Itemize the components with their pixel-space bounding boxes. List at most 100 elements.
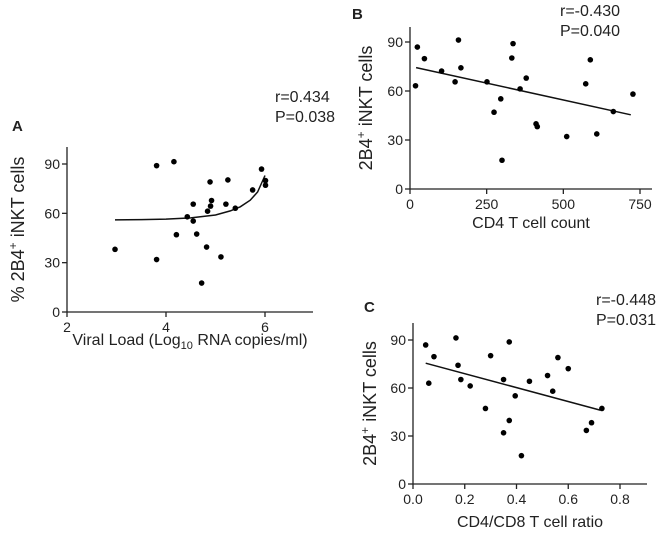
x-tick-label: 0.2	[455, 491, 475, 507]
y-axis-label-tail: iNKT cells	[356, 46, 376, 132]
data-point	[506, 417, 513, 424]
data-point	[204, 208, 211, 214]
data-point	[223, 201, 229, 207]
data-point	[458, 376, 464, 383]
r-value: r=-0.448	[596, 292, 656, 309]
data-point	[458, 65, 464, 71]
x-tick-label: 0.4	[507, 491, 527, 507]
y-tick-label: 90	[387, 34, 403, 50]
data-point	[534, 123, 541, 130]
fit-line	[415, 66, 631, 116]
data-point	[412, 82, 419, 89]
y-tick-label: 90	[390, 332, 406, 348]
data-point	[510, 40, 516, 47]
data-point	[587, 57, 594, 63]
data-point	[518, 452, 525, 459]
x-tick-label: 250	[475, 196, 499, 212]
y-axis-label-superscript: +	[354, 131, 368, 138]
data-point	[262, 177, 269, 184]
data-point	[549, 388, 556, 395]
x-axis-label: CD4/CD8 T cell ratio	[457, 514, 603, 531]
fit-line	[425, 362, 601, 411]
data-point	[422, 342, 429, 348]
data-point	[232, 205, 239, 212]
y-axis-label-superscript: +	[6, 242, 20, 249]
data-point	[173, 231, 180, 238]
data-point	[526, 378, 533, 385]
data-point	[523, 75, 530, 81]
x-tick-label: 4	[162, 319, 170, 335]
data-point	[193, 231, 200, 237]
data-point	[517, 86, 523, 92]
y-tick-label: 90	[44, 156, 60, 172]
y-axis-label: 2B4+ iNKT cells	[354, 46, 376, 171]
y-axis-label-tail: iNKT cells	[360, 341, 380, 427]
data-point	[555, 354, 561, 361]
y-axis-label-main: 2B4	[356, 138, 376, 170]
data-point	[583, 427, 590, 434]
p-value: P=0.040	[560, 23, 620, 40]
data-point	[203, 244, 210, 250]
data-point	[500, 376, 507, 383]
x-tick-label: 0	[406, 196, 414, 212]
data-point	[207, 179, 213, 185]
data-point	[112, 246, 118, 253]
y-axis-label-tail: iNKT cells	[8, 157, 28, 243]
fit-curve	[114, 175, 266, 221]
data-point	[225, 177, 231, 183]
y-tick-label: 60	[387, 83, 403, 99]
x-axis-label: Viral Load (Log10 RNA copies/ml)	[72, 332, 307, 352]
data-point	[171, 158, 177, 165]
data-point	[610, 108, 617, 115]
x-axis-label-main: Viral Load (Log	[72, 332, 180, 349]
panel-label: C	[364, 299, 375, 316]
r-value: r=-0.430	[560, 3, 620, 20]
data-point	[452, 79, 458, 85]
data-point	[421, 55, 428, 62]
data-point	[208, 197, 215, 204]
data-point	[512, 393, 519, 399]
panel-label: A	[12, 118, 23, 135]
y-tick-label: 60	[390, 380, 406, 396]
data-point	[467, 383, 473, 389]
x-axis-label: CD4 T cell count	[472, 215, 590, 232]
data-point	[455, 362, 461, 369]
panel-b: 0 250 500 750 0 30 60 90 B r=-0.430 P=0.040 CD4 T c…	[352, 3, 652, 232]
x-tick-label: 6	[261, 319, 269, 335]
x-axis-label-main: CD4/CD8 T cell ratio	[457, 514, 603, 531]
y-tick-label: 0	[398, 476, 406, 492]
data-point	[509, 55, 515, 61]
y-axis-label-superscript: +	[358, 427, 372, 434]
y-tick-label: 60	[44, 205, 60, 221]
data-point	[484, 79, 490, 85]
data-point	[249, 187, 256, 193]
y-tick-label: 30	[390, 428, 406, 444]
p-value: P=0.031	[596, 312, 656, 329]
x-tick-label: 0.0	[403, 491, 423, 507]
data-point	[258, 166, 265, 172]
data-point	[198, 280, 205, 286]
x-axis-label-tail: RNA copies/ml)	[193, 332, 308, 349]
x-tick-label: 0.6	[559, 491, 579, 507]
data-point	[500, 430, 507, 436]
r-value: r=0.434	[275, 89, 330, 106]
x-tick-label: 750	[628, 196, 652, 212]
x-tick-label: 0.8	[610, 491, 630, 507]
data-point	[582, 81, 589, 87]
y-axis-label: % 2B4+ iNKT cells	[6, 157, 28, 303]
data-point	[414, 44, 421, 50]
data-point	[207, 203, 214, 209]
x-tick-label: 2	[63, 319, 71, 335]
data-point	[190, 201, 197, 207]
data-point	[438, 68, 445, 74]
data-point	[218, 254, 224, 260]
y-axis-label: 2B4+ iNKT cells	[358, 341, 380, 466]
y-tick-label: 0	[395, 181, 403, 197]
data-point	[544, 372, 551, 379]
data-point	[630, 91, 636, 97]
y-axis-label-main: 2B4	[360, 434, 380, 466]
panel-c: 0.0 0.2 0.4 0.6 0.8 0 30 60 90 C r=-0.448 P=0.031 CD…	[358, 292, 656, 531]
data-point	[593, 131, 600, 137]
